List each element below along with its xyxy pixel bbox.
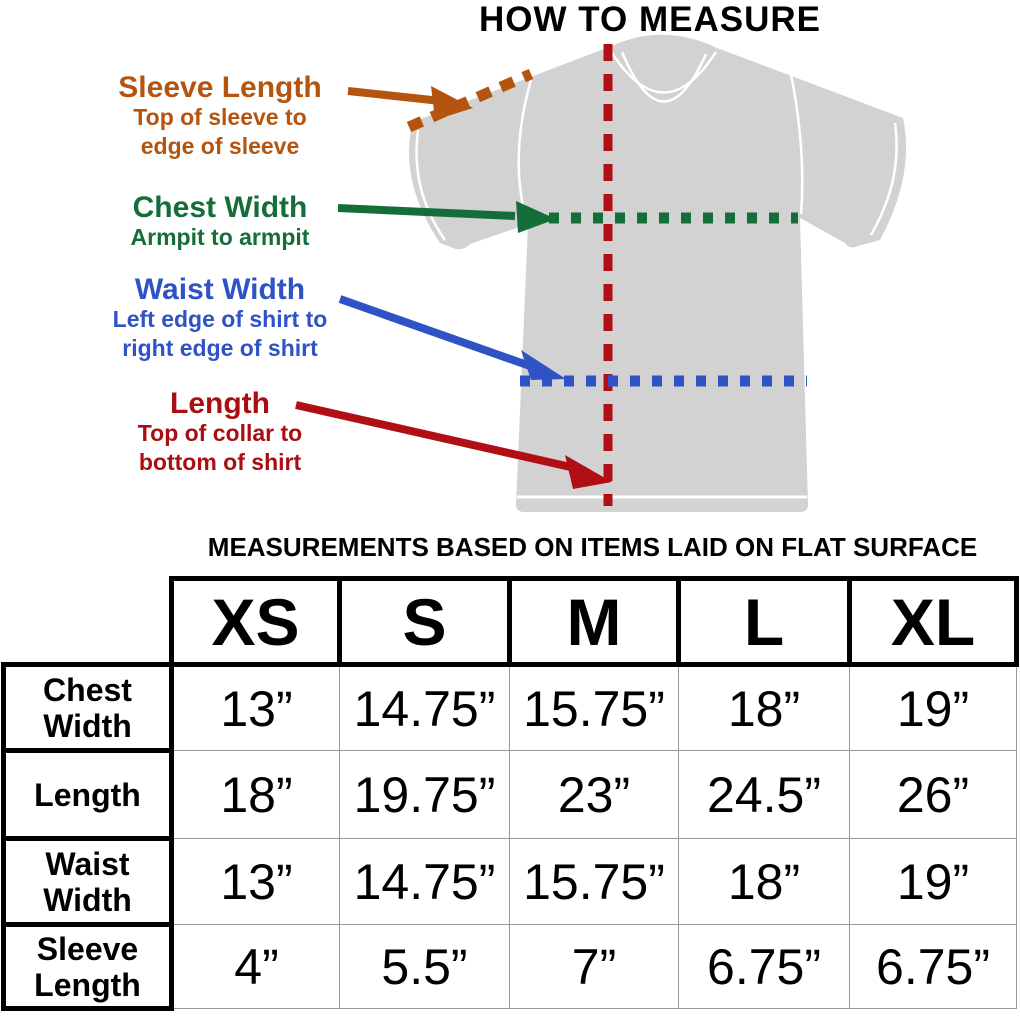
chest-width-heading: Chest Width (132, 191, 308, 224)
sleeve-length-xl: 6.75” (849, 924, 1017, 1009)
right-armhole-seam (789, 73, 804, 215)
sleeve-length-s: 5.5” (339, 924, 510, 1009)
length-xs: 18” (171, 750, 340, 839)
size-table-corner-cell (3, 578, 172, 665)
length-arrow-head (565, 455, 612, 489)
length-s: 19.75” (339, 750, 510, 839)
row-label-chest-width: Chest Width (1, 662, 174, 753)
waist-width-desc-line2: right edge of shirt (122, 335, 318, 361)
sleeve-arrow-shaft (347, 87, 442, 105)
chest-width-xs: 13” (171, 664, 340, 751)
chest-width-s: 14.75” (339, 664, 510, 751)
sleeve-length-heading: Sleeve Length (118, 71, 322, 104)
right-cuff-seam (869, 122, 898, 236)
chest-width-desc-line1: Armpit to armpit (130, 224, 310, 250)
length-desc-line1: Top of collar to (137, 420, 303, 446)
tshirt-measurement-diagram (295, 34, 907, 513)
table-row: Waist Width 13” 14.75” 15.75” 18” 19” (1, 836, 1017, 927)
row-label-sleeve-length: Sleeve Length (1, 922, 174, 1011)
left-cuff-seam (415, 129, 447, 241)
waist-width-heading: Waist Width (134, 273, 306, 306)
size-table-header-row: XS S M L XL (3, 576, 1019, 667)
chest-arrow-shaft (337, 204, 516, 220)
sleeve-length-desc-line1: Top of sleeve to (133, 104, 307, 130)
column-header-xs: XS (169, 576, 342, 667)
waist-width-xl: 19” (849, 838, 1017, 925)
sleeve-arrow-head (431, 86, 473, 120)
sleeve-length-l: 6.75” (678, 924, 850, 1009)
table-row: Sleeve Length 4” 5.5” 7” 6.75” 6.75” (1, 922, 1017, 1011)
page-title: HOW TO MEASURE (479, 0, 821, 39)
chest-width-m: 15.75” (509, 664, 679, 751)
tshirt-graphic (409, 34, 907, 513)
chest-width-l: 18” (678, 664, 850, 751)
length-desc-line2: bottom of shirt (138, 449, 302, 475)
column-header-l: L (676, 576, 852, 667)
collar-inner-seam (620, 51, 708, 103)
waist-width-m: 15.75” (509, 838, 679, 925)
sleeve-measure-line (406, 68, 534, 133)
row-label-waist-width: Waist Width (1, 836, 174, 927)
sleeve-length-label: Sleeve Length Top of sleeve to edge of s… (60, 72, 380, 161)
waist-width-s: 14.75” (339, 838, 510, 925)
length-m: 23” (509, 750, 679, 839)
table-row: Chest Width 13” 14.75” 15.75” 18” 19” (1, 662, 1017, 753)
sleeve-length-m: 7” (509, 924, 679, 1009)
table-row: Length 18” 19.75” 23” 24.5” 26” (1, 748, 1017, 841)
column-header-s: S (337, 576, 512, 667)
length-heading: Length (170, 387, 270, 420)
length-xl: 26” (849, 750, 1017, 839)
row-label-length: Length (1, 748, 174, 841)
column-header-xl: XL (847, 576, 1019, 667)
table-caption: MEASUREMENTS BASED ON ITEMS LAID ON FLAT… (207, 532, 978, 562)
chest-arrow-head (516, 201, 556, 233)
waist-width-desc-line1: Left edge of shirt to (112, 306, 328, 332)
waist-width-l: 18” (678, 838, 850, 925)
chest-width-label: Chest Width Armpit to armpit (60, 192, 380, 252)
column-header-m: M (507, 576, 681, 667)
waist-width-xs: 13” (171, 838, 340, 925)
chest-width-xl: 19” (849, 664, 1017, 751)
size-table: XS S M L XL Chest Width 13” 14.75” 15.75… (1, 576, 1019, 1011)
length-l: 24.5” (678, 750, 850, 839)
length-arrow-shaft (295, 401, 576, 472)
sleeve-length-desc-line2: edge of sleeve (140, 133, 300, 159)
sleeve-length-xs: 4” (171, 924, 340, 1009)
length-label: Length Top of collar to bottom of shirt (60, 388, 380, 477)
collar-outer-seam (608, 49, 718, 94)
waist-arrow-head (521, 350, 566, 380)
waist-width-label: Waist Width Left edge of shirt to right … (60, 274, 380, 363)
waist-arrow-shaft (338, 295, 532, 370)
